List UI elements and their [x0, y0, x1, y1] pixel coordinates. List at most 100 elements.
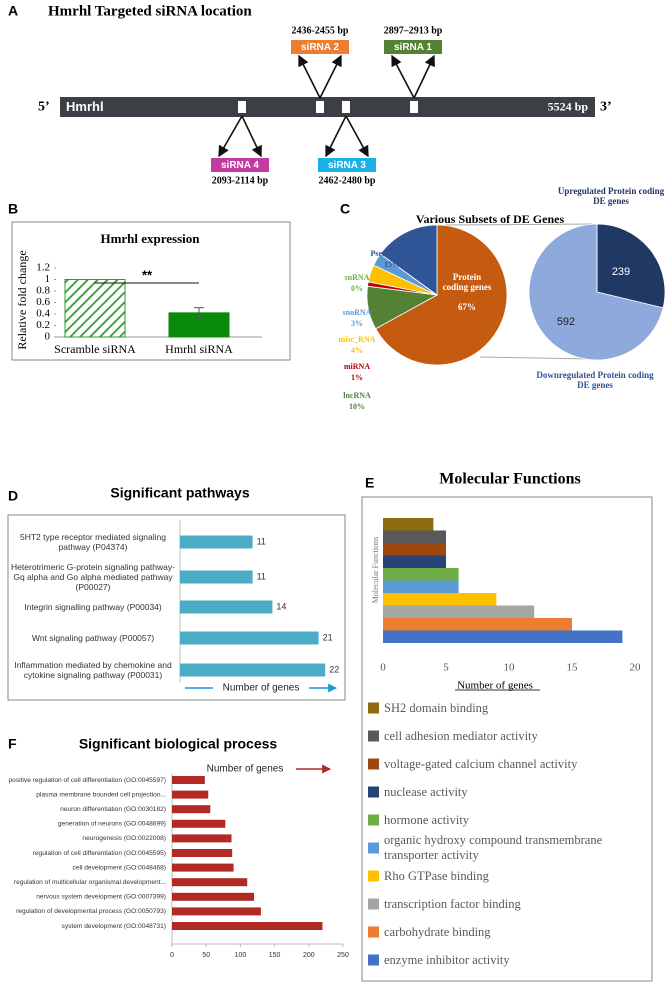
bar — [383, 518, 434, 531]
y-tick-label: 0.8 — [36, 285, 50, 297]
x-tick-label: 50 — [202, 952, 210, 959]
bar — [172, 819, 226, 828]
bar — [180, 535, 253, 549]
legend-label-box: carbohydrate binding — [384, 925, 491, 939]
legend-label: enzyme inhibitor activity — [384, 952, 510, 967]
data-label: 14 — [276, 601, 286, 611]
x-tick-label: 0 — [380, 662, 386, 674]
slice-value-label: 3% — [351, 319, 363, 328]
x-tick-label: 15 — [567, 662, 579, 674]
y-tick-label: generation of neurons (GO:0048699) — [58, 821, 166, 828]
bar — [64, 279, 126, 338]
x-tick-label: 150 — [269, 952, 281, 959]
y-tick-label: Heterotrimeric G-protein signaling pathw… — [11, 562, 175, 592]
data-label: 11 — [257, 536, 266, 546]
legend-label: voltage-gated calcium channel activity — [384, 756, 578, 771]
panel-frame — [11, 221, 291, 361]
slice-label: misc_RNA — [339, 335, 376, 344]
y-tick-label: system development (GO:0048731) — [62, 923, 166, 930]
bar — [383, 605, 535, 618]
legend-label-box: voltage-gated calcium channel activity — [384, 756, 578, 771]
y-axis-label: Relative fold change — [15, 250, 29, 349]
data-label: 22 — [329, 664, 339, 674]
slice-label: Protein coding genes — [442, 272, 492, 292]
x-tick-label: 5 — [443, 662, 449, 674]
legend-label: hormone activity — [384, 812, 470, 827]
y-tick-label: regulation of multicellular organismal d… — [14, 879, 166, 886]
panel-frame — [7, 514, 346, 701]
bar — [383, 543, 446, 556]
x-axis-label: Number of genes — [207, 764, 284, 775]
sirna-box — [384, 40, 442, 54]
arrow — [218, 115, 243, 158]
legend-swatch — [368, 870, 379, 882]
y-tick-label: neurogenesis (GO:0022008) — [82, 835, 166, 842]
slice-label: lncRNA — [343, 391, 371, 400]
y-tick-label-box: 5HT2 type receptor mediated signaling pa… — [20, 532, 166, 552]
y-tick-label-box: Inflammation mediated by chemokine and c… — [14, 660, 172, 680]
legend-label-box: hormone activity — [384, 812, 470, 827]
legend-label: transcription factor binding — [384, 896, 521, 911]
slice-label: Downregulated Protein coding DE genes — [536, 370, 654, 390]
panel-title: Hmrhl Targeted siRNA location — [48, 3, 252, 19]
slice-value-label: 239 — [612, 266, 630, 278]
bar — [172, 834, 232, 843]
pie-slice — [528, 223, 664, 361]
legend-swatch — [368, 702, 379, 714]
connector — [444, 223, 593, 226]
sirna-name: siRNA 4 — [221, 160, 259, 171]
bar — [172, 805, 211, 814]
y-tick-label: Wnt signaling pathway (P00057) — [31, 633, 155, 643]
data-label: 11 — [257, 571, 266, 581]
five-prime: 5’ — [38, 100, 50, 115]
slice-label-box: Downregulated Protein coding DE genes — [536, 370, 654, 390]
chart-title: Significant biological process — [79, 736, 278, 752]
y-tick-label: regulation of cell differentiation (GO:0… — [33, 850, 166, 857]
panel-label: B — [8, 201, 18, 217]
sirna-box — [318, 158, 376, 172]
chart-title: Hmrhl expression — [100, 231, 200, 246]
legend-swatch — [368, 898, 379, 910]
legend-swatch — [368, 730, 379, 742]
y-tick-label: regulation of developmental process (GO:… — [16, 908, 166, 915]
legend-label-box: enzyme inhibitor activity — [384, 952, 510, 967]
bar — [383, 568, 459, 581]
arrow — [391, 54, 415, 99]
legend-label: nuclease activity — [384, 784, 468, 799]
panel-label: A — [8, 3, 18, 19]
bar — [172, 878, 248, 887]
bar — [172, 922, 323, 930]
slice-label: snoRNA — [343, 308, 372, 317]
slice-value-label: 4% — [351, 346, 363, 355]
bar — [383, 530, 446, 543]
bar — [172, 790, 209, 799]
y-tick-label-box: Integrin signalling pathway (P00034) — [24, 602, 162, 612]
legend-label: organic hydroxy compound transmembrane t… — [384, 833, 603, 862]
y-tick-label: positive regulation of cell differentiat… — [9, 777, 167, 784]
gene-name: Hmrhl — [66, 99, 104, 114]
y-tick-label: Inflammation mediated by chemokine and c… — [14, 660, 172, 680]
y-tick-label: 1 — [45, 273, 51, 285]
y-tick-label: 0.4 — [36, 308, 50, 320]
target-site — [410, 101, 418, 113]
slice-value-label: 1% — [351, 373, 363, 382]
y-tick-label: 0.2 — [36, 319, 50, 331]
slice-label: snRNA — [345, 273, 370, 282]
sirna-range: 2897–2913 bp — [384, 25, 443, 36]
legend-label-box: nuclease activity — [384, 784, 468, 799]
arrow — [325, 115, 347, 158]
legend-swatch — [368, 842, 379, 854]
bar — [172, 849, 233, 857]
gene-length: 5524 bp — [548, 99, 589, 113]
target-site — [238, 101, 246, 113]
three-prime: 3’ — [600, 100, 612, 115]
sirna-name: siRNA 2 — [301, 42, 339, 53]
gene-bar — [60, 97, 595, 117]
bar — [172, 907, 261, 916]
bar — [383, 580, 459, 593]
bar — [383, 618, 572, 631]
y-tick-label: cell development (GO:0048468) — [73, 864, 166, 871]
legend-swatch — [368, 786, 379, 798]
target-site — [342, 101, 350, 113]
bar — [172, 776, 205, 784]
